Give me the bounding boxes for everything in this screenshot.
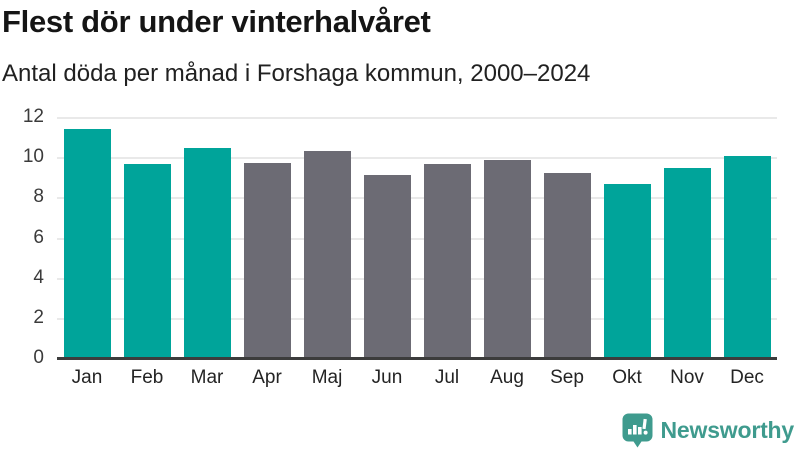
- bar-band-dec: [717, 117, 777, 358]
- x-tick-label-jul: Jul: [434, 367, 460, 388]
- bar-okt: [603, 184, 651, 358]
- x-tick-label-jun: Jun: [371, 367, 403, 388]
- bar-jul: [423, 164, 471, 358]
- bar-band-jun: [357, 117, 417, 358]
- bar-band-feb: [117, 117, 177, 358]
- x-tick-label-mar: Mar: [190, 367, 224, 388]
- bar-aug: [483, 160, 531, 358]
- bar-band-sep: [537, 117, 597, 358]
- bar-series: [57, 117, 777, 358]
- x-tick-label-maj: Maj: [311, 367, 343, 388]
- y-axis-tick-labels: 0 2 4 6 8 10 12: [0, 0, 44, 450]
- bar-band-aug: [477, 117, 537, 358]
- x-tick-label-jan: Jan: [71, 367, 103, 388]
- y-tick-label-8: 8: [33, 186, 44, 208]
- y-tick-label-2: 2: [33, 306, 44, 328]
- bar-jan: [63, 129, 111, 358]
- bar-maj: [303, 151, 351, 358]
- x-tick-label-dec: Dec: [730, 367, 764, 388]
- y-tick-label-4: 4: [33, 266, 44, 288]
- bar-sep: [543, 173, 591, 358]
- brand-footer: Newsworthy: [622, 413, 794, 448]
- bar-feb: [123, 164, 171, 358]
- bar-band-okt: [597, 117, 657, 358]
- gridline-6: [57, 237, 777, 240]
- bar-band-apr: [237, 117, 297, 358]
- gridline-12: [57, 117, 777, 119]
- chart-title: Flest dör under vinterhalvåret: [2, 4, 431, 39]
- bar-dec: [723, 156, 771, 358]
- y-tick-label-12: 12: [22, 106, 44, 127]
- gridline-2: [57, 317, 777, 320]
- bar-band-jul: [417, 117, 477, 358]
- plot-area: [57, 117, 777, 358]
- y-tick-label-6: 6: [33, 226, 44, 248]
- y-tick-label-0: 0: [33, 347, 44, 368]
- x-axis-line: [57, 357, 777, 360]
- bar-mar: [183, 148, 231, 358]
- y-tick-label-10: 10: [22, 146, 44, 168]
- x-tick-label-sep: Sep: [550, 367, 584, 388]
- bar-jun: [363, 175, 411, 358]
- brand-name: Newsworthy: [660, 417, 795, 443]
- x-tick-label-feb: Feb: [130, 367, 164, 388]
- gridline-4: [57, 277, 777, 280]
- x-tick-label-aug: Aug: [490, 367, 524, 388]
- bar-apr: [243, 163, 291, 358]
- newsworthy-logo-icon: [622, 413, 653, 448]
- bar-band-mar: [177, 117, 237, 358]
- bar-band-jan: [57, 117, 117, 358]
- bar-band-nov: [657, 117, 717, 358]
- x-axis-labels: Jan Feb Mar Apr Maj Jun Jul Aug Sep Okt Nov Dec: [57, 367, 777, 389]
- bar-band-maj: [297, 117, 357, 358]
- x-tick-label-okt: Okt: [612, 367, 642, 388]
- x-tick-label-nov: Nov: [670, 367, 704, 388]
- bar-nov: [663, 168, 711, 358]
- gridline-10: [57, 157, 777, 160]
- x-tick-label-apr: Apr: [252, 367, 282, 388]
- chart-subtitle: Antal döda per månad i Forshaga kommun, …: [2, 60, 591, 87]
- gridline-8: [57, 197, 777, 200]
